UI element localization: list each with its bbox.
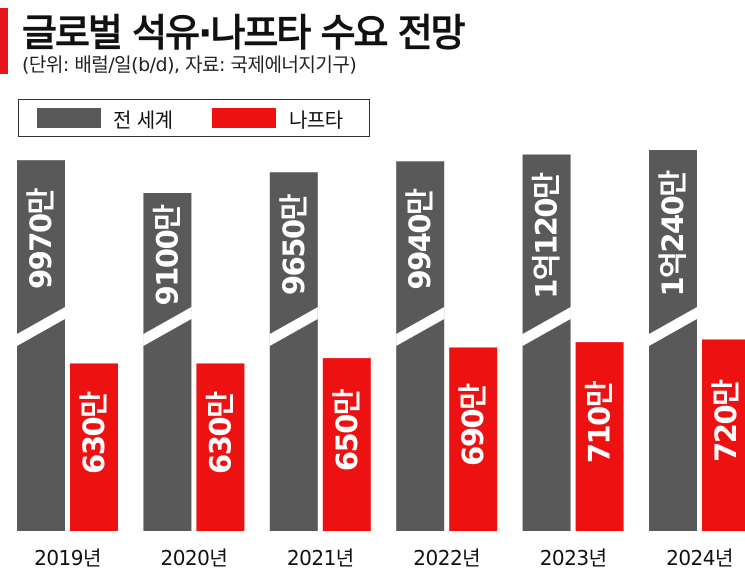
naphtha-value-label: 690만 xyxy=(456,383,490,466)
chart-title: 글로벌 석유·나프타 수요 전망 xyxy=(22,11,466,55)
naphtha-value-label: 630만 xyxy=(77,391,111,474)
legend-swatch-naphtha xyxy=(212,108,276,128)
naphtha-value-label: 650만 xyxy=(330,388,364,471)
x-tick-label: 2021년 xyxy=(287,546,354,570)
title-accent-bar xyxy=(0,8,8,74)
legend-label-world: 전 세계 xyxy=(113,108,173,132)
x-tick-label: 2020년 xyxy=(160,546,227,570)
world-bar xyxy=(396,161,445,531)
world-value-label: 9650만 xyxy=(277,193,311,295)
x-tick-label: 2019년 xyxy=(34,546,101,570)
naphtha-value-label: 710만 xyxy=(583,380,617,463)
x-tick-label: 2023년 xyxy=(540,546,607,570)
world-bar xyxy=(522,154,571,532)
world-bar xyxy=(143,193,192,531)
chart-legend: 전 세계 나프타 xyxy=(18,99,370,137)
world-value-label: 9100만 xyxy=(150,204,184,306)
world-bar xyxy=(17,160,65,531)
naphtha-value-label: 630만 xyxy=(203,391,237,474)
world-value-label: 9970만 xyxy=(24,187,58,289)
world-value-label: 1억120만 xyxy=(530,172,564,299)
legend-swatch-world xyxy=(37,108,101,128)
world-value-label: 1억240만 xyxy=(656,170,690,297)
axis-break-mark xyxy=(649,307,697,346)
naphtha-value-label: 720만 xyxy=(709,379,743,462)
naphtha-bar xyxy=(449,347,498,531)
axis-break-mark xyxy=(522,307,571,346)
axis-break-mark xyxy=(396,307,445,346)
naphtha-bar xyxy=(575,342,624,531)
naphtha-bar xyxy=(702,339,745,531)
axis-break-mark xyxy=(17,307,65,346)
axis-break-mark xyxy=(143,307,192,346)
naphtha-bar xyxy=(322,358,371,531)
naphtha-bar xyxy=(70,363,118,531)
x-tick-label: 2024년 xyxy=(666,546,733,570)
chart-subtitle: (단위: 배럴/일(b/d), 자료: 국제에너지기구) xyxy=(22,54,357,76)
world-bar xyxy=(269,172,318,531)
naphtha-bar xyxy=(196,363,245,531)
legend-label-naphtha: 나프타 xyxy=(289,108,343,132)
axis-break-mark xyxy=(269,307,318,346)
world-value-label: 9940만 xyxy=(403,188,437,290)
x-tick-label: 2022년 xyxy=(413,546,480,570)
